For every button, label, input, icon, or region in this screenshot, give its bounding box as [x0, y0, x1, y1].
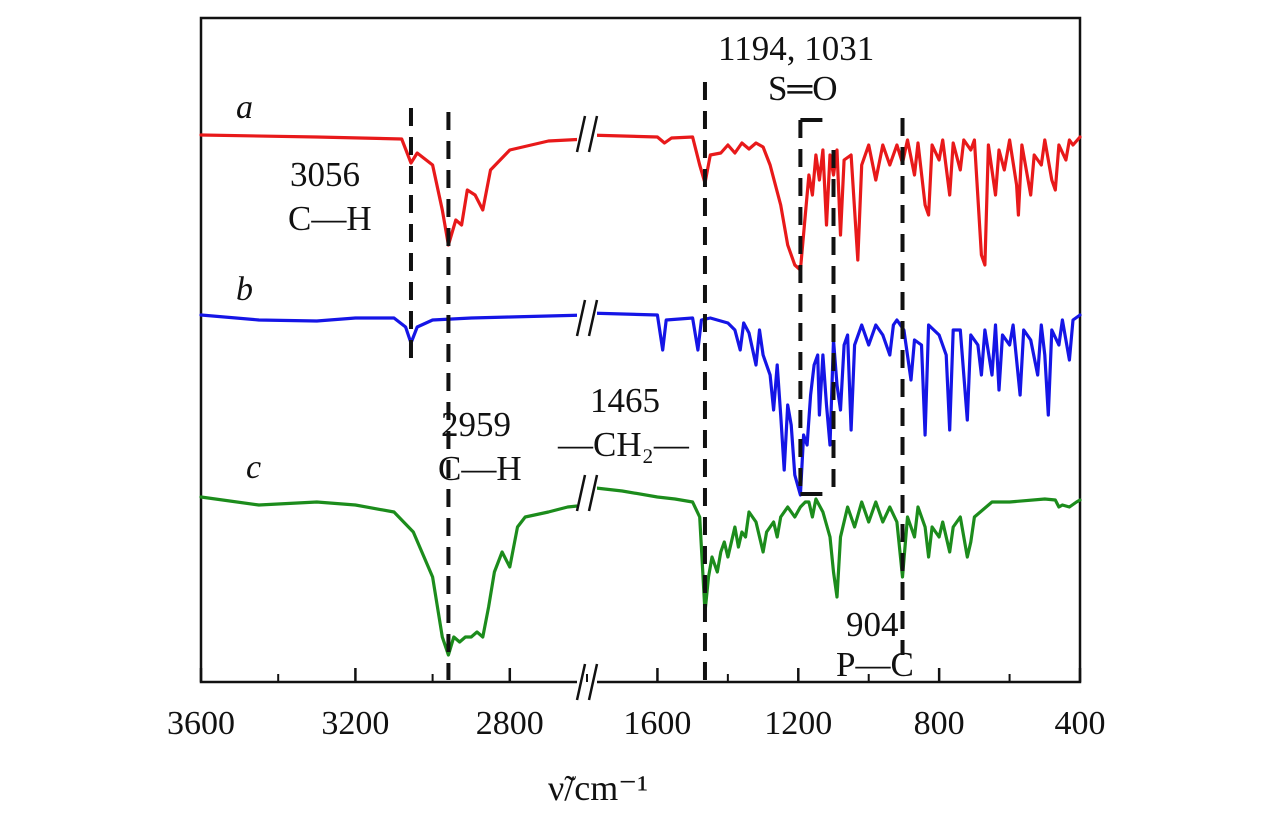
axis-break-series-b-slash-1 [575, 299, 587, 337]
series-a-line-left [199, 133, 589, 247]
annotation-1465-group: —CH₂— [557, 425, 690, 464]
series-labels: a b c [236, 89, 261, 486]
annotation-1194-1031-value: 1194, 1031 [718, 29, 874, 68]
series-a-line-right [585, 133, 1082, 272]
axis-break-layer [575, 114, 599, 702]
series-c-line-right [585, 485, 1082, 614]
axis-break-series-c-slash-1 [575, 474, 587, 512]
x-axis-ticks: 3600 3200 2800 1600 1200 800 400 [167, 668, 1106, 742]
axis-break-series-a-slash-2 [587, 115, 599, 153]
axis-break-series-a-slash-1 [575, 115, 587, 153]
annotation-3056-bond: C—H [288, 199, 372, 238]
plot-area-border [199, 16, 1082, 684]
annotation-3056-value: 3056 [290, 155, 360, 194]
series-layer [199, 133, 1082, 657]
series-label-b: b [236, 271, 253, 308]
axis-break-series-a [575, 114, 599, 154]
series-c-line-left [199, 495, 589, 657]
annotation-1465-value: 1465 [590, 381, 660, 420]
axis-break-series-c-slash-2 [587, 474, 599, 512]
axis-break-x-axis-slash-1 [575, 663, 587, 701]
peak-annotations: 3056 C—H 2959 C—H 1465 —CH₂— 1194, 1031 … [288, 29, 914, 684]
annotation-2959-bond: C—H [438, 449, 522, 488]
axis-break-x-axis-slash-2 [587, 663, 599, 701]
axis-break-series-c [575, 473, 599, 513]
series-label-c: c [246, 449, 261, 486]
annotation-2959-value: 2959 [441, 405, 511, 444]
series-label-a: a [236, 89, 253, 126]
x-tick-label-1600: 1600 [623, 705, 691, 742]
x-tick-label-3200: 3200 [321, 705, 389, 742]
x-tick-label-3600: 3600 [167, 705, 235, 742]
marker-lines-layer [408, 82, 905, 680]
annotation-1194-1031-bond: S═O [768, 69, 838, 108]
x-tick-label-2800: 2800 [476, 705, 544, 742]
annotation-904-bond: P—C [836, 645, 914, 684]
axis-break-series-b-slash-2 [587, 299, 599, 337]
annotation-904-value: 904 [846, 605, 899, 644]
bracket-layer [798, 118, 836, 496]
plot-frame [199, 16, 1082, 684]
x-tick-label-400: 400 [1055, 705, 1106, 742]
series-b-line-right [585, 311, 1082, 497]
x-axis-title: ν̃/cm⁻¹ [548, 768, 648, 808]
axis-break-series-b [575, 298, 599, 338]
x-tick-label-1200: 1200 [764, 705, 832, 742]
series-b-line-left [199, 313, 589, 345]
x-tick-label-800: 800 [914, 705, 965, 742]
